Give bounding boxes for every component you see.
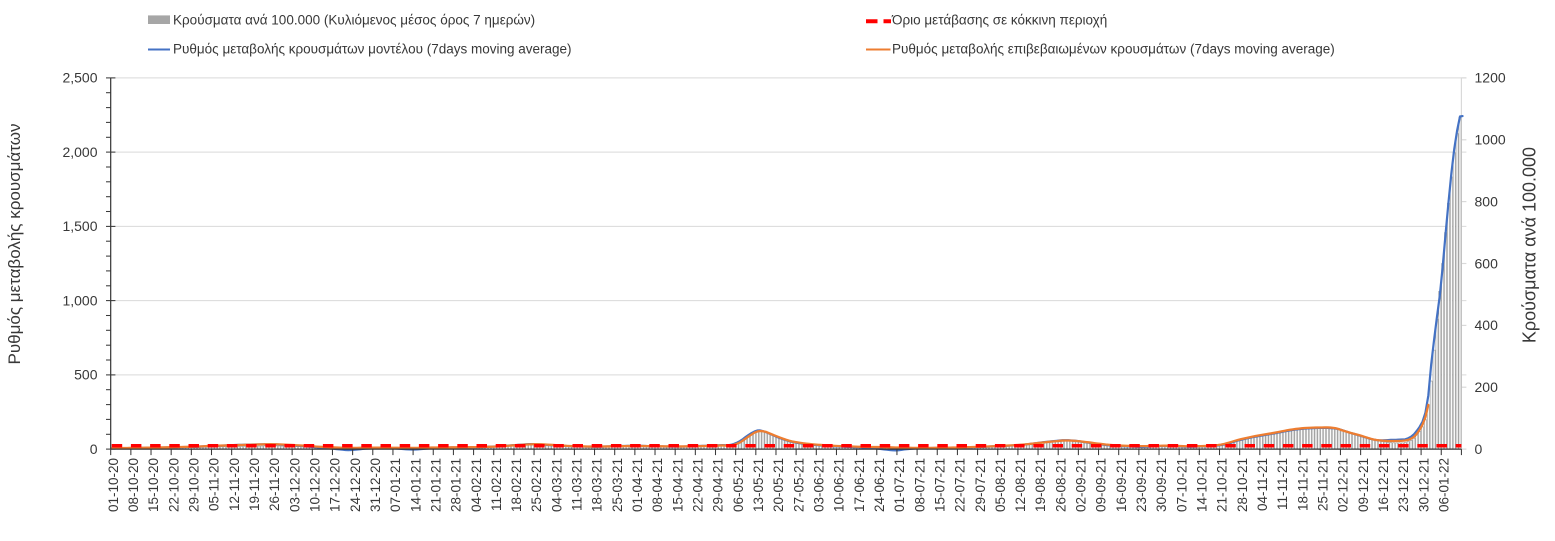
svg-text:18-11-21: 18-11-21 [1295, 458, 1310, 511]
svg-text:23-09-21: 23-09-21 [1134, 458, 1149, 512]
svg-text:22-07-21: 22-07-21 [953, 458, 968, 512]
svg-text:14-10-21: 14-10-21 [1195, 458, 1210, 512]
svg-text:29-07-21: 29-07-21 [973, 458, 988, 512]
svg-text:1200: 1200 [1475, 70, 1506, 86]
svg-text:09-12-21: 09-12-21 [1356, 458, 1371, 512]
svg-text:06-05-21: 06-05-21 [731, 458, 746, 512]
svg-text:12-08-21: 12-08-21 [1013, 458, 1028, 512]
svg-text:08-10-20: 08-10-20 [126, 458, 141, 512]
svg-text:13-05-21: 13-05-21 [751, 458, 766, 512]
svg-text:07-10-21: 07-10-21 [1174, 458, 1189, 512]
svg-text:06-01-22: 06-01-22 [1436, 458, 1451, 512]
svg-text:23-12-21: 23-12-21 [1396, 458, 1411, 512]
svg-text:600: 600 [1475, 255, 1499, 271]
svg-text:24-12-20: 24-12-20 [348, 458, 363, 512]
svg-text:27-05-21: 27-05-21 [791, 458, 806, 512]
svg-text:26-11-20: 26-11-20 [267, 458, 282, 511]
svg-text:28-01-21: 28-01-21 [449, 458, 464, 512]
svg-text:25-03-21: 25-03-21 [610, 458, 625, 512]
svg-text:2,500: 2,500 [62, 70, 97, 86]
svg-text:03-06-21: 03-06-21 [812, 458, 827, 512]
svg-text:28-10-21: 28-10-21 [1235, 458, 1250, 512]
svg-text:11-03-21: 11-03-21 [570, 458, 585, 511]
svg-text:02-12-21: 02-12-21 [1336, 458, 1351, 512]
svg-text:16-09-21: 16-09-21 [1114, 458, 1129, 512]
svg-text:0: 0 [1475, 441, 1483, 457]
svg-text:25-11-21: 25-11-21 [1316, 458, 1331, 511]
svg-text:1,500: 1,500 [62, 218, 97, 234]
svg-text:26-08-21: 26-08-21 [1053, 458, 1068, 512]
svg-text:800: 800 [1475, 193, 1499, 209]
svg-text:21-10-21: 21-10-21 [1215, 458, 1230, 512]
svg-text:09-09-21: 09-09-21 [1094, 458, 1109, 512]
svg-text:15-04-21: 15-04-21 [670, 458, 685, 512]
svg-text:02-09-21: 02-09-21 [1074, 458, 1089, 512]
svg-text:20-05-21: 20-05-21 [771, 458, 786, 512]
svg-text:12-11-20: 12-11-20 [227, 458, 242, 511]
svg-text:1000: 1000 [1475, 132, 1506, 148]
svg-text:11-11-21: 11-11-21 [1275, 458, 1290, 510]
svg-text:04-11-21: 04-11-21 [1255, 458, 1270, 511]
svg-text:18-03-21: 18-03-21 [590, 458, 605, 512]
svg-text:400: 400 [1475, 317, 1499, 333]
svg-text:04-03-21: 04-03-21 [549, 458, 564, 512]
svg-text:500: 500 [74, 367, 98, 383]
svg-text:15-10-20: 15-10-20 [146, 458, 161, 512]
svg-text:11-02-21: 11-02-21 [489, 458, 504, 511]
svg-text:16-12-21: 16-12-21 [1376, 458, 1391, 512]
svg-text:Ρυθμός μεταβολής κρουσμάτων μο: Ρυθμός μεταβολής κρουσμάτων μοντέλου (7d… [173, 41, 572, 56]
svg-text:15-07-21: 15-07-21 [932, 458, 947, 512]
svg-text:01-04-21: 01-04-21 [630, 458, 645, 512]
svg-text:03-12-20: 03-12-20 [287, 458, 302, 512]
svg-text:29-04-21: 29-04-21 [711, 458, 726, 512]
svg-text:1,000: 1,000 [62, 292, 97, 308]
svg-text:14-01-21: 14-01-21 [408, 458, 423, 512]
svg-text:21-01-21: 21-01-21 [428, 458, 443, 512]
svg-text:10-12-20: 10-12-20 [308, 458, 323, 512]
svg-text:24-06-21: 24-06-21 [872, 458, 887, 512]
svg-text:Κρούσματα ανά 100.000: Κρούσματα ανά 100.000 [1519, 147, 1539, 343]
svg-text:Όριο μετάβασης σε κόκκινη περι: Όριο μετάβασης σε κόκκινη περιοχή [891, 12, 1107, 27]
svg-text:17-12-20: 17-12-20 [328, 458, 343, 512]
svg-text:22-10-20: 22-10-20 [166, 458, 181, 512]
svg-text:08-07-21: 08-07-21 [912, 458, 927, 512]
svg-text:04-02-21: 04-02-21 [469, 458, 484, 512]
svg-text:30-12-21: 30-12-21 [1416, 458, 1431, 512]
svg-text:2,000: 2,000 [62, 144, 97, 160]
svg-text:19-08-21: 19-08-21 [1033, 458, 1048, 512]
svg-text:30-09-21: 30-09-21 [1154, 458, 1169, 512]
svg-text:22-04-21: 22-04-21 [691, 458, 706, 512]
svg-text:05-11-20: 05-11-20 [207, 458, 222, 511]
svg-text:01-07-21: 01-07-21 [892, 458, 907, 512]
svg-text:29-10-20: 29-10-20 [187, 458, 202, 512]
svg-text:10-06-21: 10-06-21 [832, 458, 847, 512]
svg-text:17-06-21: 17-06-21 [852, 458, 867, 512]
svg-text:25-02-21: 25-02-21 [529, 458, 544, 512]
svg-text:19-11-20: 19-11-20 [247, 458, 262, 511]
svg-text:18-02-21: 18-02-21 [509, 458, 524, 512]
svg-text:08-04-21: 08-04-21 [650, 458, 665, 512]
svg-text:07-01-21: 07-01-21 [388, 458, 403, 512]
svg-text:Ρυθμός μεταβολής κρουσμάτων: Ρυθμός μεταβολής κρουσμάτων [5, 124, 24, 365]
svg-text:Κρούσματα ανά 100.000 (Κυλιόμε: Κρούσματα ανά 100.000 (Κυλιόμενος μέσος … [173, 12, 535, 27]
svg-text:Ρυθμός μεταβολής επιβεβαιωμένω: Ρυθμός μεταβολής επιβεβαιωμένων κρουσμάτ… [892, 41, 1335, 56]
svg-text:31-12-20: 31-12-20 [368, 458, 383, 512]
svg-text:0: 0 [90, 441, 98, 457]
svg-text:200: 200 [1475, 379, 1499, 395]
svg-text:01-10-20: 01-10-20 [106, 458, 121, 512]
svg-text:05-08-21: 05-08-21 [993, 458, 1008, 512]
